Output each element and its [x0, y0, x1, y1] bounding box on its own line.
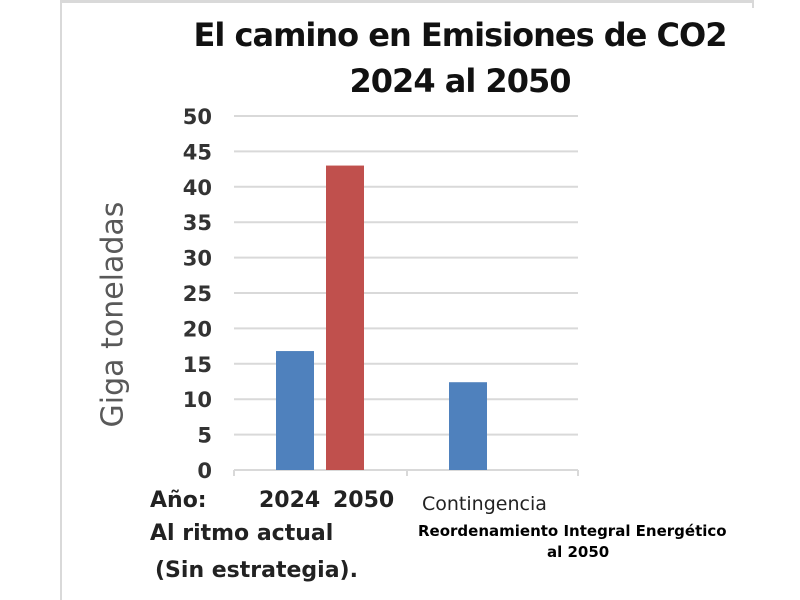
y-tick-label: 25	[183, 282, 212, 306]
frame-border-right	[752, 0, 754, 8]
bar-contingencia-2050	[449, 382, 487, 470]
bar-2050	[326, 165, 364, 470]
y-tick-label: 50	[183, 105, 212, 129]
chart-title-line1: El camino en Emisiones de CO2	[193, 16, 728, 54]
y-axis-label: Giga toneladas	[95, 201, 131, 428]
group2-sublabel-1: Reordenamiento Integral Energético	[418, 522, 727, 540]
y-axis-label-wrap: Giga toneladas	[93, 185, 133, 445]
frame-border-top	[60, 0, 754, 3]
y-tick-label: 5	[197, 424, 212, 448]
y-tick-label: 40	[183, 176, 212, 200]
bar-2024	[276, 351, 314, 470]
y-tick-label: 10	[183, 388, 212, 412]
frame-border-left	[60, 0, 62, 600]
y-tick-label: 35	[183, 211, 212, 235]
chart-title-line2: 2024 al 2050	[349, 62, 572, 100]
y-tick-label: 30	[183, 247, 212, 271]
y-tick-label: 0	[197, 459, 212, 483]
group1-sublabel: (Sin estrategia).	[155, 558, 358, 583]
y-tick-label: 20	[183, 317, 212, 341]
group2-label: Contingencia	[422, 493, 547, 515]
y-tick-label: 15	[183, 353, 212, 377]
group1-label: Al ritmo actual	[150, 521, 334, 546]
group2-sublabel-2: al 2050	[547, 543, 610, 561]
tick-2050: 2050	[333, 488, 395, 513]
year-prefix: Año:	[150, 488, 207, 513]
tick-2024: 2024	[259, 488, 321, 513]
y-tick-label: 45	[183, 140, 212, 164]
